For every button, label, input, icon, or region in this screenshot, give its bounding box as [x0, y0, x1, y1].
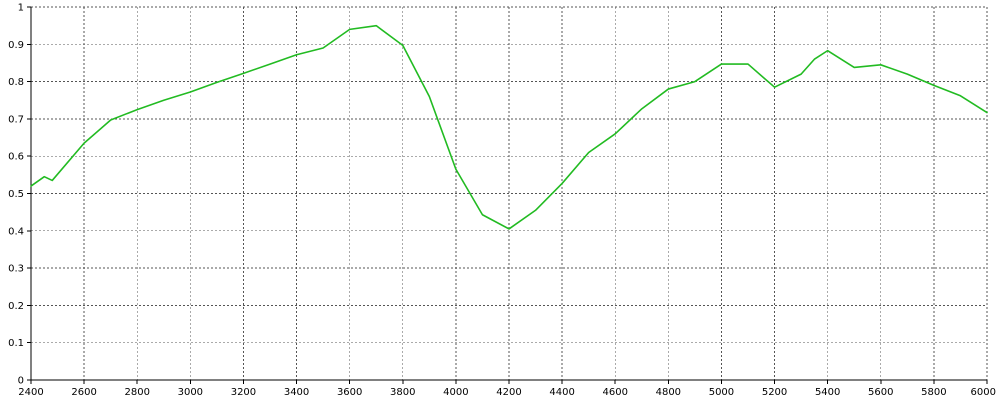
x-tick-label: 5000 — [709, 387, 734, 398]
x-tick-label: 4000 — [443, 387, 468, 398]
y-tick-label: 0.1 — [8, 338, 24, 349]
y-tick-label: 0.4 — [8, 226, 24, 237]
x-tick-label: 4400 — [549, 387, 574, 398]
x-tick-label: 3600 — [337, 387, 362, 398]
y-tick-label: 0.9 — [8, 40, 24, 51]
x-tick-label: 2400 — [18, 387, 43, 398]
tick-labels: 2400 2600 2800 3000 3200 3400 3600 3800 4000 4200… — [8, 3, 996, 399]
x-tick-label: 3400 — [284, 387, 309, 398]
axes — [27, 6, 988, 384]
x-tick-label: 2800 — [124, 387, 149, 398]
y-tick-label: 1 — [18, 3, 24, 14]
x-tick-label: 3000 — [178, 387, 203, 398]
x-tick-label: 5800 — [921, 387, 946, 398]
y-tick-label: 0.5 — [8, 189, 24, 200]
y-tick-label: 0.2 — [8, 301, 24, 312]
x-tick-label: 4600 — [602, 387, 627, 398]
y-tick-label: 0 — [18, 376, 24, 387]
x-tick-label: 4800 — [656, 387, 681, 398]
x-tick-label: 4200 — [496, 387, 521, 398]
y-tick-label: 0.7 — [8, 114, 24, 125]
y-tick-label: 0.3 — [8, 264, 24, 275]
x-tick-label: 3800 — [390, 387, 415, 398]
x-tick-label: 3200 — [231, 387, 256, 398]
x-tick-label: 5200 — [762, 387, 787, 398]
grid — [31, 6, 988, 380]
y-tick-label: 0.6 — [8, 152, 24, 163]
y-tick-label: 0.8 — [8, 77, 24, 88]
series-layer — [30, 24, 988, 230]
x-tick-label: 6000 — [971, 387, 996, 398]
x-tick-label: 2600 — [71, 387, 96, 398]
series-line — [30, 24, 988, 230]
x-tick-label: 5400 — [815, 387, 840, 398]
x-tick-label: 5600 — [868, 387, 893, 398]
